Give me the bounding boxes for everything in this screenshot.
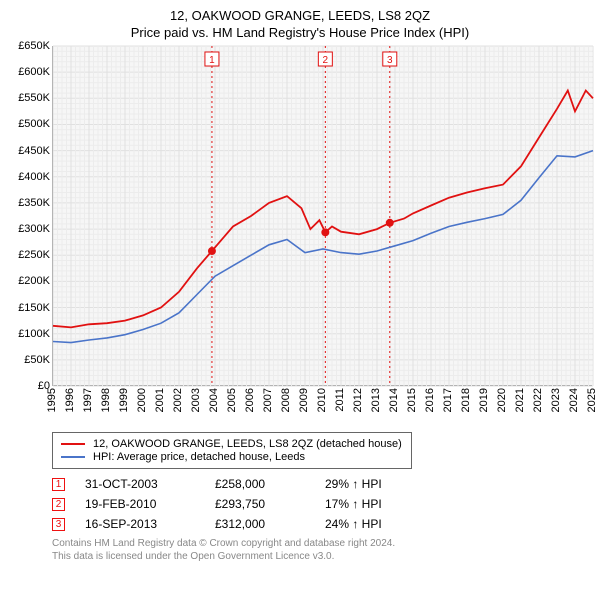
y-tick-label: £350K xyxy=(18,197,50,209)
sale-marker: 2 xyxy=(52,498,65,511)
y-tick-label: £150K xyxy=(18,302,50,314)
sales-list: 1 31-OCT-2003£258,00029% ↑ HPI 2 19-FEB-201… xyxy=(52,477,592,531)
footer-line-2: This data is licensed under the Open Gov… xyxy=(52,550,592,563)
x-tick-label: 1998 xyxy=(100,388,112,412)
x-tick-label: 2005 xyxy=(226,388,238,412)
x-tick-label: 1997 xyxy=(82,388,94,412)
x-tick-label: 2014 xyxy=(388,388,400,412)
sale-price: £312,000 xyxy=(215,517,325,531)
y-tick-label: £50K xyxy=(24,354,50,366)
sale-date: 19-FEB-2010 xyxy=(85,497,215,511)
y-tick-label: £300K xyxy=(18,223,50,235)
sale-price: £293,750 xyxy=(215,497,325,511)
sale-diff: 24% ↑ HPI xyxy=(325,517,382,531)
x-tick-label: 2003 xyxy=(190,388,202,412)
y-tick-label: £200K xyxy=(18,275,50,287)
legend-swatch xyxy=(61,456,85,458)
y-tick-label: £650K xyxy=(18,40,50,52)
x-tick-label: 2021 xyxy=(514,388,526,412)
x-tick-label: 2007 xyxy=(262,388,274,412)
y-tick-label: £600K xyxy=(18,66,50,78)
footer: Contains HM Land Registry data © Crown c… xyxy=(52,537,592,563)
y-tick-label: £250K xyxy=(18,249,50,261)
y-tick-label: £400K xyxy=(18,171,50,183)
x-tick-label: 1996 xyxy=(64,388,76,412)
sale-marker: 3 xyxy=(52,518,65,531)
x-tick-label: 2015 xyxy=(406,388,418,412)
legend-item: 12, OAKWOOD GRANGE, LEEDS, LS8 2QZ (deta… xyxy=(61,438,403,450)
legend-label: 12, OAKWOOD GRANGE, LEEDS, LS8 2QZ (deta… xyxy=(93,438,402,450)
x-tick-label: 2000 xyxy=(136,388,148,412)
sale-price: £258,000 xyxy=(215,477,325,491)
x-axis: 1995199619971998199920002001200220032004… xyxy=(52,386,592,426)
legend-swatch xyxy=(61,443,85,445)
sale-diff: 17% ↑ HPI xyxy=(325,497,382,511)
sale-row: 3 16-SEP-2013£312,00024% ↑ HPI xyxy=(52,517,592,531)
svg-text:3: 3 xyxy=(387,55,393,66)
x-tick-label: 2010 xyxy=(316,388,328,412)
x-tick-label: 2019 xyxy=(478,388,490,412)
x-tick-label: 2018 xyxy=(460,388,472,412)
sale-diff: 29% ↑ HPI xyxy=(325,477,382,491)
y-axis: £0£50K£100K£150K£200K£250K£300K£350K£400… xyxy=(8,46,52,386)
footer-line-1: Contains HM Land Registry data © Crown c… xyxy=(52,537,592,550)
sale-date: 16-SEP-2013 xyxy=(85,517,215,531)
x-tick-label: 2024 xyxy=(568,388,580,412)
y-tick-label: £100K xyxy=(18,328,50,340)
x-tick-label: 2004 xyxy=(208,388,220,412)
svg-text:1: 1 xyxy=(209,55,215,66)
x-tick-label: 1999 xyxy=(118,388,130,412)
x-tick-label: 2025 xyxy=(586,388,598,412)
x-tick-label: 2012 xyxy=(352,388,364,412)
x-tick-label: 2023 xyxy=(550,388,562,412)
x-tick-label: 2002 xyxy=(172,388,184,412)
legend-item: HPI: Average price, detached house, Leed… xyxy=(61,451,403,463)
plot-svg: 1 2 3 xyxy=(53,46,593,386)
x-tick-label: 2008 xyxy=(280,388,292,412)
legend-label: HPI: Average price, detached house, Leed… xyxy=(93,451,305,463)
x-tick-label: 2006 xyxy=(244,388,256,412)
x-tick-label: 2016 xyxy=(424,388,436,412)
x-tick-label: 1995 xyxy=(46,388,58,412)
svg-text:2: 2 xyxy=(323,55,329,66)
x-tick-label: 2017 xyxy=(442,388,454,412)
x-tick-label: 2011 xyxy=(334,388,346,412)
chart-area: £0£50K£100K£150K£200K£250K£300K£350K£400… xyxy=(8,46,592,426)
chart-title: 12, OAKWOOD GRANGE, LEEDS, LS8 2QZ xyxy=(8,8,592,23)
sale-row: 2 19-FEB-2010£293,75017% ↑ HPI xyxy=(52,497,592,511)
sale-date: 31-OCT-2003 xyxy=(85,477,215,491)
sale-marker: 1 xyxy=(52,478,65,491)
y-tick-label: £500K xyxy=(18,118,50,130)
sale-row: 1 31-OCT-2003£258,00029% ↑ HPI xyxy=(52,477,592,491)
x-tick-label: 2022 xyxy=(532,388,544,412)
chart-subtitle: Price paid vs. HM Land Registry's House … xyxy=(8,25,592,40)
y-tick-label: £450K xyxy=(18,145,50,157)
x-tick-label: 2001 xyxy=(154,388,166,412)
x-tick-label: 2013 xyxy=(370,388,382,412)
x-tick-label: 2020 xyxy=(496,388,508,412)
legend: 12, OAKWOOD GRANGE, LEEDS, LS8 2QZ (deta… xyxy=(52,432,412,469)
plot-area: 1 2 3 xyxy=(52,46,592,386)
y-tick-label: £550K xyxy=(18,92,50,104)
x-tick-label: 2009 xyxy=(298,388,310,412)
